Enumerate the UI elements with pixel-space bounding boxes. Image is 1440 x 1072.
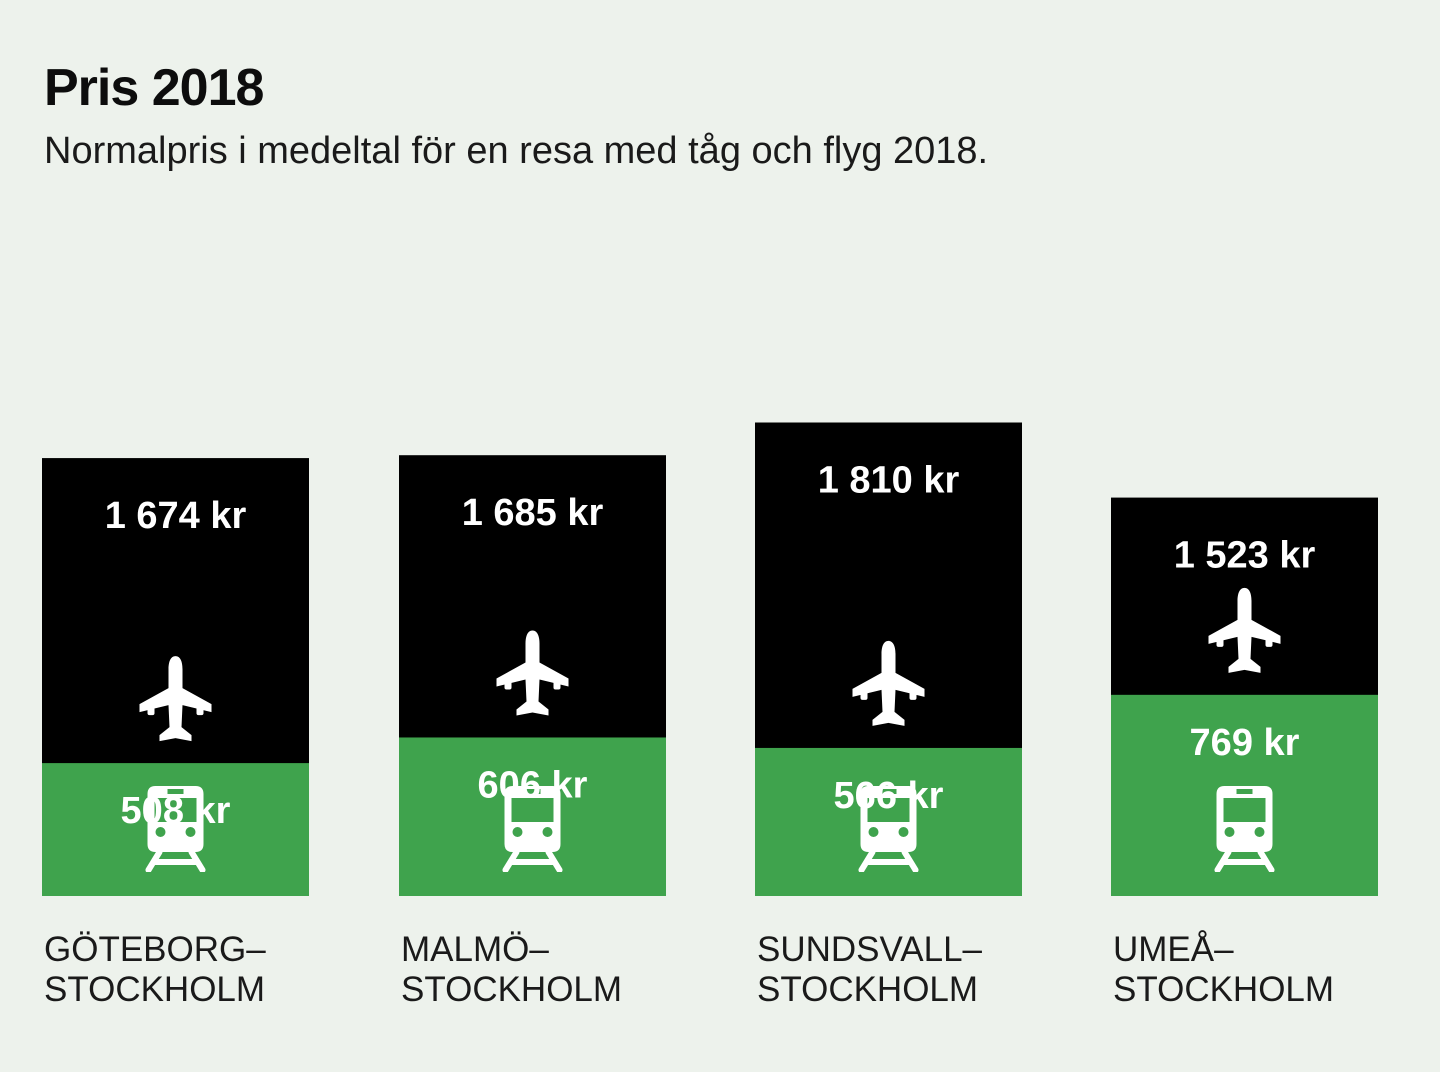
- route-label-line: STOCKHOLM: [44, 970, 265, 1009]
- train-price-bar: [399, 737, 666, 896]
- route-label: SUNDSVALL– STOCKHOLM: [757, 930, 983, 1009]
- route-label-line: SUNDSVALL–: [757, 930, 983, 969]
- route-label: MALMÖ– STOCKHOLM: [401, 930, 622, 1009]
- route-label-line: STOCKHOLM: [1113, 970, 1334, 1009]
- route-label: GÖTEBORG– STOCKHOLM: [44, 930, 266, 1009]
- route-label-line: STOCKHOLM: [757, 970, 978, 1009]
- route-label-line: STOCKHOLM: [401, 970, 622, 1009]
- bar-group: 1 523 kr 769 kr UMEÅ– STOCKHOLM: [1111, 497, 1378, 1009]
- flight-price-label: 1 810 kr: [818, 460, 960, 502]
- bar-group: 1 685 kr 606 kr MALMÖ– STOCKHOLM: [399, 455, 666, 1009]
- route-label-line: GÖTEBORG–: [44, 930, 266, 969]
- chart-subtitle: Normalpris i medeltal för en resa med tå…: [44, 130, 989, 172]
- flight-price-label: 1 685 kr: [462, 492, 604, 534]
- route-label: UMEÅ– STOCKHOLM: [1113, 930, 1334, 1009]
- flight-price-label: 1 523 kr: [1174, 535, 1316, 577]
- route-label-line: MALMÖ–: [401, 930, 549, 969]
- train-price-bar: [755, 747, 1022, 896]
- route-label-line: UMEÅ–: [1113, 930, 1234, 969]
- chart-title: Pris 2018: [44, 59, 264, 117]
- flight-price-label: 1 674 kr: [105, 495, 247, 537]
- train-price-label: 606 kr: [478, 764, 588, 806]
- train-price-label: 769 kr: [1190, 722, 1300, 764]
